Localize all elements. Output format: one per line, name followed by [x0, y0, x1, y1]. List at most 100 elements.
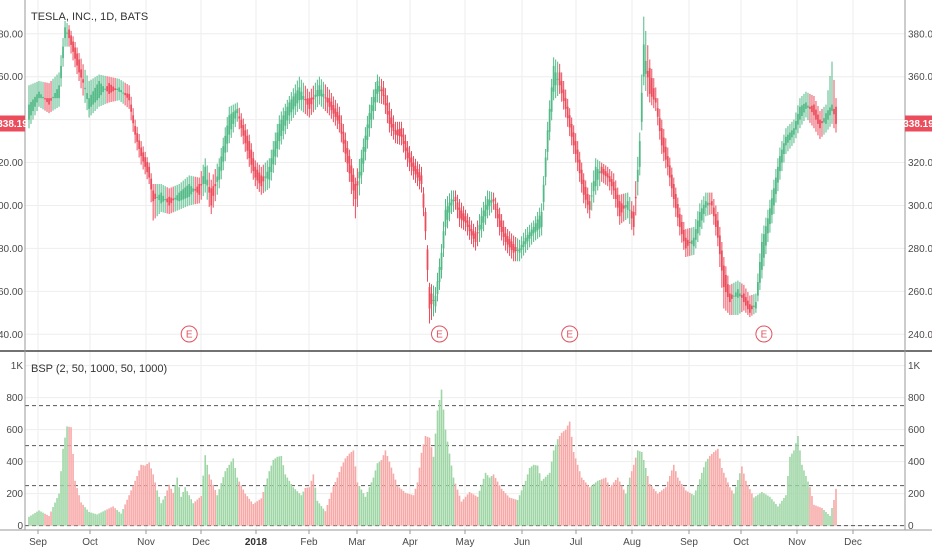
indicator-bar	[594, 482, 597, 526]
indicator-bar	[296, 491, 299, 526]
candle-body	[118, 87, 121, 92]
indicator-bar	[630, 471, 633, 526]
candle-body	[440, 252, 443, 270]
candle-body	[698, 211, 701, 227]
indicator-bar	[717, 448, 719, 526]
candle-body	[738, 293, 741, 297]
indicator-bar	[524, 480, 527, 526]
price-axis-left[interactable]: 240.00260.00280.00300.00320.00340.00360.…	[0, 29, 23, 341]
price-tick-label: 300.00	[908, 201, 932, 212]
indicator-bar	[787, 476, 789, 526]
indicator-bar	[396, 485, 399, 526]
candle-body	[104, 88, 106, 90]
time-tick-label: Jul	[570, 537, 583, 548]
candle-body	[636, 169, 639, 182]
indicator-bar	[370, 482, 373, 526]
indicator-axis-right[interactable]: 0 200 400 600 800 1K	[908, 361, 925, 532]
candle-body	[494, 204, 497, 210]
candle-body	[260, 175, 263, 187]
indicator-bar	[212, 484, 215, 526]
indicator-bar	[791, 453, 793, 526]
indicator-bar	[208, 474, 211, 526]
indicator-bar	[150, 468, 152, 526]
candle-body	[292, 96, 295, 110]
indicator-bar	[68, 426, 70, 526]
candle-body	[821, 121, 823, 124]
candle-body	[206, 179, 209, 186]
candle-body	[678, 214, 681, 227]
candle-body	[246, 135, 249, 151]
indicator-bar	[34, 512, 36, 526]
indicator-bar	[783, 498, 785, 526]
indicator-tick-label: 800	[6, 393, 23, 404]
indicator-bar	[681, 484, 683, 526]
indicator-bar	[138, 470, 140, 526]
indicator-bar	[62, 448, 64, 526]
candle-body	[134, 126, 137, 135]
indicator-bar	[679, 480, 681, 526]
candle-body	[404, 141, 407, 152]
indicator-bar	[178, 487, 180, 526]
candle-body	[732, 295, 735, 297]
candle-body	[138, 140, 141, 149]
candle-body	[526, 234, 529, 242]
candle-body	[112, 86, 115, 92]
indicator-bar	[406, 493, 409, 526]
candle-body	[342, 131, 345, 144]
indicator-bar	[622, 489, 625, 526]
indicator-bar	[484, 472, 487, 526]
candle-body	[748, 304, 751, 313]
candle-body	[472, 231, 475, 239]
candle-body	[290, 99, 293, 113]
candle-body	[392, 123, 395, 132]
candle-body	[714, 214, 717, 227]
indicator-bar	[52, 507, 54, 526]
candle-body	[594, 166, 597, 187]
indicator-bar	[699, 479, 701, 526]
candle-body	[412, 162, 415, 172]
candle-body	[654, 98, 657, 103]
indicator-axis-left[interactable]: 0 200 400 600 800 1K	[6, 361, 23, 532]
indicator-bar	[636, 450, 639, 526]
candle-body	[468, 224, 471, 232]
candle-body	[736, 289, 739, 298]
price-axis-right[interactable]: 240.00260.00280.00300.00320.00340.00360.…	[908, 29, 932, 341]
candle-body	[58, 85, 60, 99]
candle-body	[430, 293, 433, 305]
indicator-bar	[292, 487, 295, 526]
indicator-bar	[152, 474, 154, 526]
candle-body	[680, 221, 683, 235]
candle-body	[418, 172, 421, 181]
candle-body	[242, 124, 245, 136]
candle-body	[757, 282, 759, 296]
candle-body	[122, 92, 125, 94]
candle-body	[248, 141, 251, 159]
candle-body	[352, 174, 355, 191]
candle-body	[706, 202, 709, 206]
indicator-bar	[298, 493, 301, 526]
indicator-bars	[28, 389, 837, 526]
indicator-tick-label: 200	[6, 489, 23, 500]
indicator-bar	[326, 505, 329, 526]
indicator-bar	[654, 491, 657, 526]
candle-body	[702, 204, 705, 215]
indicator-tick-label: 1K	[908, 361, 921, 372]
candle-body	[416, 168, 419, 178]
indicator-bar	[691, 494, 693, 526]
candle-body	[172, 198, 175, 201]
candle-body	[234, 110, 237, 119]
candle-body	[360, 158, 363, 176]
indicator-bar	[244, 493, 247, 526]
time-axis[interactable]: Sep Oct Nov Dec 2018 Feb Mar Apr May Jun Jul Aug Sep…	[29, 530, 862, 548]
candle-body	[813, 104, 815, 116]
candle-body	[96, 84, 98, 101]
indicator-bar	[528, 468, 531, 526]
candle-body	[366, 124, 369, 141]
indicator-bar	[580, 477, 583, 526]
indicator-bar	[362, 493, 365, 526]
candle-body	[46, 98, 48, 103]
candle-body	[670, 174, 673, 189]
indicator-bar	[815, 505, 817, 526]
earnings-marker-label: E	[761, 330, 768, 341]
candle-body	[374, 89, 377, 103]
